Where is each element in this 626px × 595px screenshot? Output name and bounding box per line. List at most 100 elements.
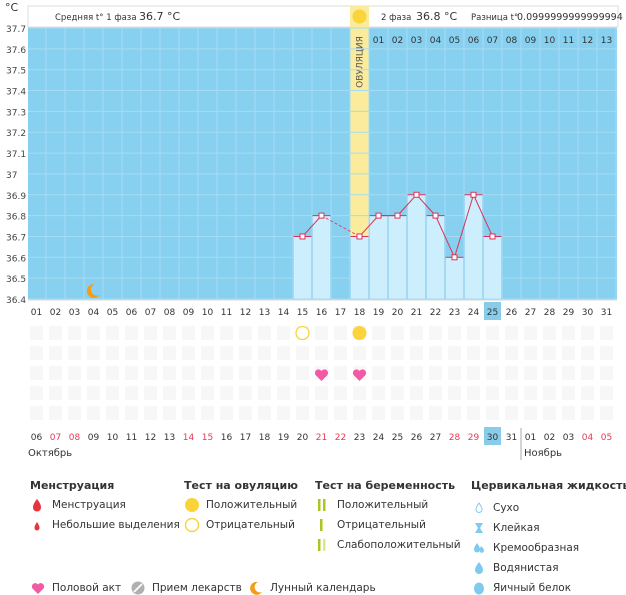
cycle-day-label: 02	[50, 308, 61, 318]
legend-cervical-egg-white: Яичный белок	[471, 580, 571, 595]
heart-icon	[314, 369, 329, 381]
temperature-point	[318, 212, 325, 219]
marker-cell	[239, 346, 252, 360]
temperature-point	[356, 233, 363, 240]
marker-cell	[315, 346, 328, 360]
temperature-point	[451, 254, 458, 261]
cycle-day-row: 01 02 03 04 05 06 07 08 09 10 11 12 13 14 15 16 17 18 19 20…	[28, 299, 617, 320]
marker-cell	[562, 346, 575, 360]
calendar-date-label: 28	[449, 433, 461, 443]
temperature-segment	[359, 215, 379, 237]
marker-cell	[144, 346, 157, 360]
marker-cell	[429, 386, 442, 400]
marker-cell	[410, 406, 423, 420]
marker-cell	[448, 366, 461, 380]
marker-cell	[220, 386, 233, 400]
legend-ovulation-test-title: Тест на овуляцию	[184, 479, 298, 492]
legend-spotting-label: Небольшие выделения	[52, 519, 180, 531]
calendar-date-label: 10	[107, 433, 119, 443]
marker-cell	[524, 406, 537, 420]
month-label-october: Октябрь	[28, 448, 72, 459]
marker-cell	[106, 366, 119, 380]
marker-cell	[372, 366, 385, 380]
marker-cell	[201, 366, 214, 380]
legend-menstruation-label: Менструация	[52, 499, 126, 511]
cycle-day-label: 06	[126, 308, 138, 318]
calendar-date-label: 11	[126, 433, 137, 443]
egg-white-icon	[474, 582, 484, 595]
marker-cell	[505, 346, 518, 360]
marker-cell	[182, 326, 195, 340]
small-drop-icon	[34, 522, 40, 531]
marker-cell	[106, 386, 119, 400]
marker-cell	[486, 346, 499, 360]
temperature-point	[432, 212, 439, 219]
empty-circle-icon	[184, 517, 200, 533]
cycle-day-label: 10	[202, 308, 214, 318]
marker-cell	[30, 406, 43, 420]
marker-cell	[258, 326, 271, 340]
marker-cell	[391, 346, 404, 360]
calendar-date-label: 05	[601, 433, 612, 443]
marker-cell	[543, 346, 556, 360]
marker-cell	[524, 386, 537, 400]
marker-cell	[125, 346, 138, 360]
marker-cell	[144, 386, 157, 400]
cycle-day-label: 12	[240, 308, 251, 318]
marker-cell	[543, 326, 556, 340]
temperature-segment	[416, 194, 436, 216]
cycle-day-label: 29	[563, 308, 575, 318]
legend-menstruation: Менструация	[30, 497, 126, 513]
marker-cell	[372, 346, 385, 360]
legend-cervical-creamy: Кремообразная	[471, 540, 579, 556]
top-tick-label: 03	[411, 36, 422, 46]
marker-cell	[49, 346, 62, 360]
y-tick-label: 36.6	[6, 254, 26, 264]
cycle-day-label: 21	[411, 308, 422, 318]
marker-cell	[125, 366, 138, 380]
temperature-bars	[293, 194, 502, 300]
cycle-day-label: 01	[31, 308, 42, 318]
cycle-day-label: 09	[183, 308, 195, 318]
legend-spotting: Небольшие выделения	[30, 517, 180, 533]
marker-cell	[277, 366, 290, 380]
calendar-date-label: 26	[411, 433, 423, 443]
marker-cell	[258, 366, 271, 380]
calendar-date-label: 03	[563, 433, 574, 443]
marker-cell	[201, 406, 214, 420]
temperature-segment	[435, 215, 455, 258]
diff-label: Разница t°	[471, 13, 518, 23]
calendar-date-label: 13	[164, 433, 175, 443]
temperature-bar	[483, 236, 502, 300]
marker-cell	[30, 366, 43, 380]
legend-cervical-title: Цервикальная жидкость	[471, 479, 626, 492]
marker-cell	[505, 406, 518, 420]
marker-cell	[87, 366, 100, 380]
marker-cell	[372, 406, 385, 420]
marker-cell	[467, 366, 480, 380]
calendar-date-label: 09	[88, 433, 100, 443]
calendar-date-row: 06 07 08 09 10 11 12 13 14 15 16 17 18 19 20 21 22 23 24 25…	[28, 427, 612, 460]
marker-cell	[68, 326, 81, 340]
marker-cell	[106, 326, 119, 340]
marker-cell	[277, 326, 290, 340]
temperature-segment	[473, 194, 493, 237]
marker-cell	[258, 386, 271, 400]
cycle-day-label: 04	[88, 308, 100, 318]
cycle-day-label: 27	[525, 308, 536, 318]
marker-cell	[429, 326, 442, 340]
marker-cell	[296, 386, 309, 400]
marker-cell	[467, 406, 480, 420]
marker-cell	[429, 366, 442, 380]
marker-cell	[524, 326, 537, 340]
y-tick-label: 37	[6, 171, 17, 181]
marker-cell	[486, 406, 499, 420]
marker-cell	[467, 386, 480, 400]
calendar-date-label: 02	[544, 433, 555, 443]
marker-cell	[372, 326, 385, 340]
legend-pregnancy-positive-label: Положительный	[337, 499, 429, 511]
marker-cell	[448, 326, 461, 340]
ovulation-label: ОВУЛЯЦИЯ	[356, 36, 366, 88]
marker-cell	[391, 386, 404, 400]
legend-pregnancy-negative: Отрицательный	[315, 517, 426, 533]
